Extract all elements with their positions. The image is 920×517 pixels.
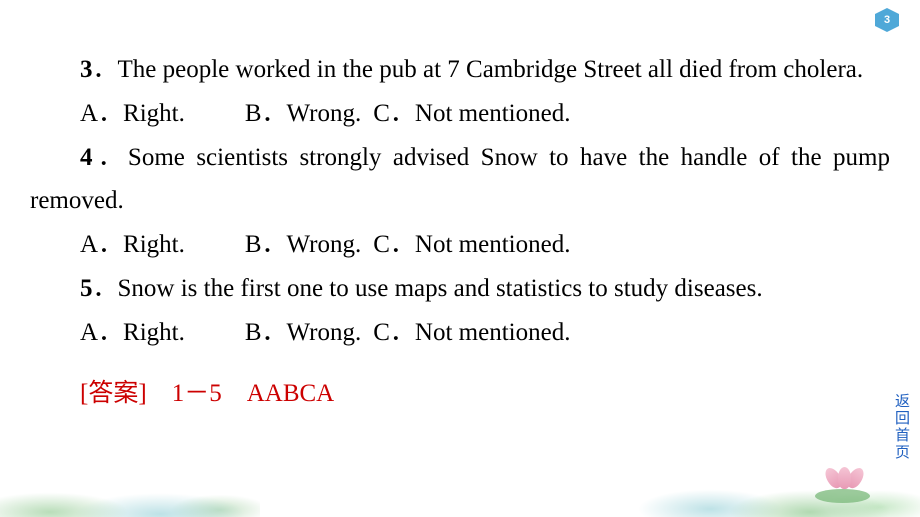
page-number: 3 bbox=[884, 14, 890, 26]
page-number-badge: 3 bbox=[875, 8, 905, 38]
watercolor-left bbox=[0, 472, 260, 517]
option-a: A．Right. bbox=[80, 223, 185, 267]
question-number: 3 bbox=[80, 56, 93, 83]
question-3-options: A．Right. B．Wrong. C．Not mentioned. bbox=[30, 92, 890, 136]
hexagon-shape: 3 bbox=[875, 8, 899, 32]
question-5-options: A．Right. B．Wrong. C．Not mentioned. bbox=[30, 311, 890, 355]
question-text: 3．The people worked in the pub at 7 Camb… bbox=[30, 48, 890, 92]
option-c: C．Not mentioned. bbox=[373, 311, 570, 355]
question-number: 5 bbox=[80, 275, 93, 302]
question-text: 4．Some scientists strongly advised Snow … bbox=[30, 136, 890, 224]
answer-result: AABCA bbox=[247, 380, 335, 407]
option-b: B．Wrong. bbox=[245, 223, 361, 267]
lotus-petal bbox=[838, 467, 851, 489]
question-4-options: A．Right. B．Wrong. C．Not mentioned. bbox=[30, 223, 890, 267]
answer-line: [答案] 1－5 AABCA bbox=[30, 372, 890, 416]
question-4: 4．Some scientists strongly advised Snow … bbox=[30, 136, 890, 267]
answer-range: 1－5 bbox=[172, 380, 222, 407]
question-text: 5．Snow is the first one to use maps and … bbox=[30, 267, 890, 311]
answer-bracket-close: ] bbox=[138, 380, 146, 407]
answer-spacer2 bbox=[222, 380, 247, 407]
question-body: Some scientists strongly advised Snow to… bbox=[30, 144, 890, 215]
question-body: The people worked in the pub at 7 Cambri… bbox=[118, 56, 864, 83]
option-b: B．Wrong. bbox=[245, 311, 361, 355]
option-c: C．Not mentioned. bbox=[373, 92, 570, 136]
option-c: C．Not mentioned. bbox=[373, 223, 570, 267]
bottom-decoration bbox=[0, 462, 920, 517]
option-b: B．Wrong. bbox=[245, 92, 361, 136]
answer-label: 答案 bbox=[88, 380, 138, 407]
question-body: Snow is the first one to use maps and st… bbox=[118, 275, 763, 302]
question-sep: ． bbox=[93, 144, 128, 171]
question-3: 3．The people worked in the pub at 7 Camb… bbox=[30, 48, 890, 136]
question-5: 5．Snow is the first one to use maps and … bbox=[30, 267, 890, 355]
question-number: 4 bbox=[80, 144, 93, 171]
option-a: A．Right. bbox=[80, 311, 185, 355]
question-sep: ． bbox=[93, 275, 118, 302]
question-sep: ． bbox=[93, 56, 118, 83]
answer-spacer bbox=[147, 380, 172, 407]
watercolor-right bbox=[630, 467, 920, 517]
lotus-flower bbox=[825, 467, 865, 499]
content-area: 3．The people worked in the pub at 7 Camb… bbox=[0, 0, 920, 416]
option-a: A．Right. bbox=[80, 92, 185, 136]
lotus-leaf bbox=[815, 489, 870, 503]
return-home-link[interactable]: 返回首页 bbox=[891, 393, 912, 461]
